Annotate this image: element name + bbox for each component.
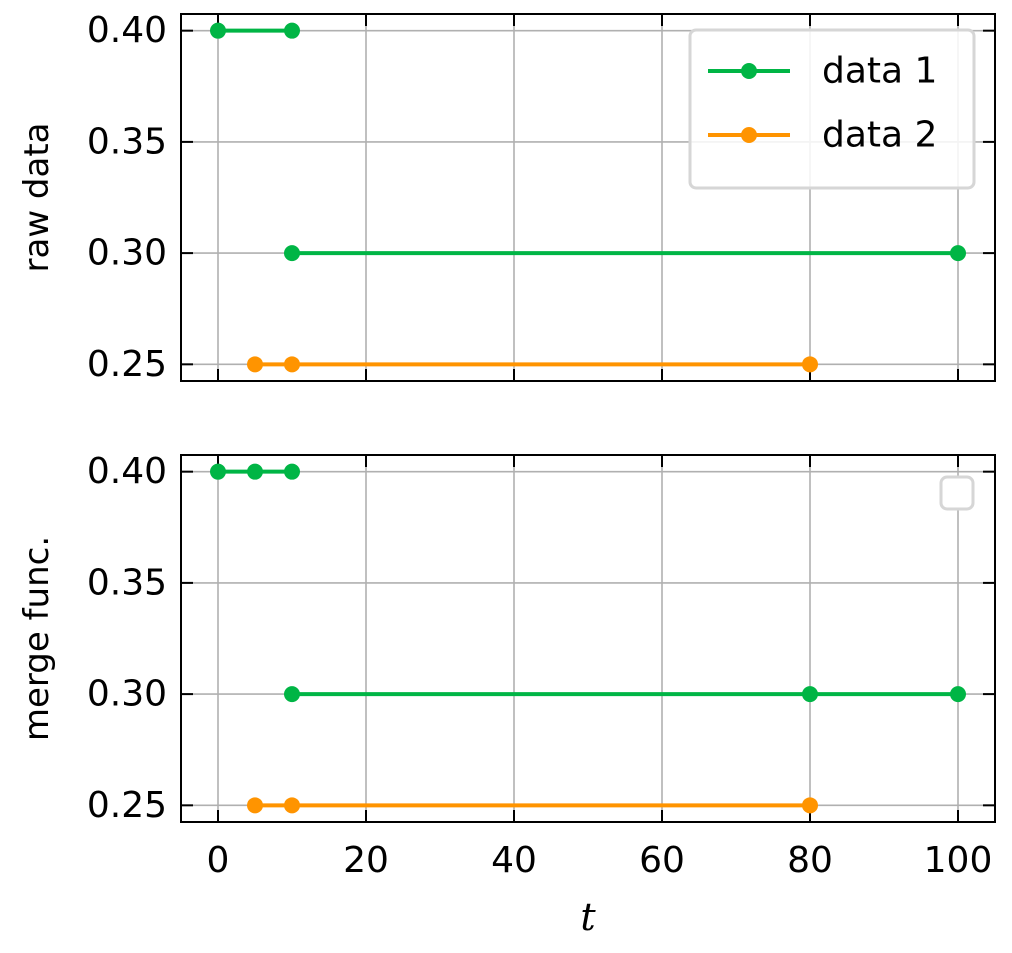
data-point: [802, 686, 818, 703]
y-tick-label: 0.40: [87, 10, 167, 51]
y-tick-label: 0.40: [87, 451, 167, 492]
data-point: [802, 797, 818, 814]
data-point: [247, 797, 263, 814]
data-point: [247, 356, 263, 373]
series-2: [247, 797, 818, 814]
x-tick-label: 60: [639, 840, 685, 881]
axes-frame: [180, 454, 996, 823]
x-tick-label: 0: [207, 840, 230, 881]
y-tick-label: 0.30: [87, 233, 167, 274]
y-tick-label: 0.25: [87, 344, 167, 385]
data-point: [802, 356, 818, 373]
x-tick-label: 100: [924, 840, 993, 881]
legend: data 1 data 2: [688, 28, 976, 190]
legend-box-empty: [939, 475, 975, 511]
series-1: [210, 463, 966, 703]
series-1: [210, 22, 966, 262]
subplot-2: 0.25 0.30 0.35 0.40 0 20 40 60 80 100 merge func. t: [17, 451, 996, 939]
y-axis-label: merge func.: [17, 536, 57, 741]
ticks: [181, 14, 995, 381]
x-tick-label: 80: [787, 840, 833, 881]
y-tick-label: 0.30: [87, 674, 167, 715]
data-point: [950, 245, 966, 262]
data-point: [210, 463, 226, 480]
legend-marker: [741, 127, 757, 143]
y-tick-label: 0.35: [87, 121, 167, 162]
y-axis-label: raw data: [17, 122, 57, 272]
grid: [181, 455, 995, 822]
data-point: [247, 463, 263, 480]
subplot-1: 0.25 0.30 0.35 0.40 raw data data 1 data 2: [17, 10, 996, 385]
legend-marker: [741, 63, 757, 79]
data-point: [284, 797, 300, 814]
data-point: [210, 22, 226, 39]
data-point: [284, 245, 300, 262]
ticks: [181, 455, 995, 822]
legend-label: data 2: [822, 115, 937, 156]
legend: [939, 475, 975, 511]
x-axis-label: t: [580, 895, 596, 939]
data-point: [284, 356, 300, 373]
y-tick-label: 0.35: [87, 562, 167, 603]
data-point: [950, 686, 966, 703]
x-tick-label: 20: [343, 840, 389, 881]
axes-frame: [180, 13, 996, 382]
series-2: [247, 356, 818, 373]
y-tick-label: 0.25: [87, 785, 167, 826]
data-point: [284, 686, 300, 703]
data-point: [284, 463, 300, 480]
legend-label: data 1: [822, 51, 937, 92]
data-point: [284, 22, 300, 39]
x-tick-label: 40: [491, 840, 537, 881]
